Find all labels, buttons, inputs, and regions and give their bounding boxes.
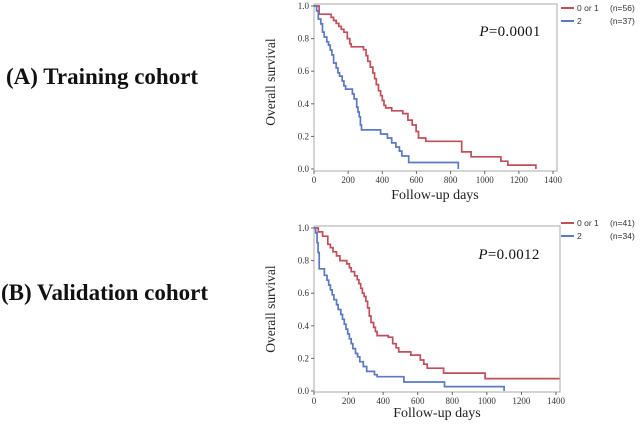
y-tick-label: 0.0: [298, 386, 310, 396]
y-tick-label: 0.6: [298, 288, 310, 298]
km-curve-score-2: [314, 227, 505, 391]
x-tick-label: 1000: [476, 175, 495, 185]
y-tick-label: 1.0: [298, 1, 310, 11]
legend-count: (n=37): [610, 16, 635, 27]
y-tick-label: 0.8: [298, 256, 310, 266]
y-tick-label: 0.4: [298, 321, 310, 331]
panel-b-heading: (B) Validation cohort: [1, 280, 209, 305]
p-number: =0.0001: [488, 24, 541, 40]
legend-item-risk-2: 2 (n=34): [561, 230, 640, 244]
x-tick-label: 600: [410, 175, 424, 185]
legend-line-red: [561, 221, 574, 224]
x-tick-label: 600: [411, 396, 425, 406]
y-tick-label: 0.4: [298, 99, 310, 109]
km-curve-score-0-1: [314, 227, 560, 380]
x-tick-label: 1200: [512, 396, 531, 406]
y-tick-label: 1.0: [298, 223, 310, 233]
y-axis-label: Overall survival: [263, 38, 278, 126]
legend-item-risk-2: 2 (n=37): [561, 15, 640, 29]
p-number: =0.0012: [487, 247, 540, 263]
legend-line-blue: [561, 20, 574, 23]
p-symbol: P: [479, 24, 489, 40]
legend-label: 2: [577, 16, 582, 27]
x-tick-label: 200: [341, 175, 355, 185]
x-tick-label: 200: [342, 396, 356, 406]
legend: 0 or 1 (n=41) 2 (n=34): [561, 216, 640, 243]
x-tick-label: 1200: [510, 175, 529, 185]
legend-count: (n=56): [610, 2, 635, 13]
p-symbol: P: [478, 247, 488, 263]
legend: 0 or 1 (n=56) 2 (n=37): [561, 1, 640, 28]
x-tick-label: 800: [446, 396, 460, 406]
x-tick-label: 0: [312, 175, 317, 185]
plot-frame: [313, 3, 558, 172]
legend-count: (n=34): [610, 231, 635, 242]
km-plot-validation: 1.0 0.8 0.6 0.4 0.2 0.00 200 400 600 800 1000 1200 1…: [298, 223, 566, 406]
km-curve-score-0-1: [314, 5, 537, 169]
y-tick-label: 0.2: [298, 131, 309, 141]
y-tick-label: 0.8: [298, 34, 310, 44]
y-axis-label: Overall survival: [263, 265, 278, 353]
plot-frame: [313, 225, 561, 393]
x-axis-label: Follow-up days: [393, 406, 481, 421]
panel-a-heading: (A) Training cohort: [6, 64, 199, 89]
legend-label: 2: [577, 231, 582, 242]
km-curve-score-2: [314, 5, 460, 169]
x-tick-label: 0: [312, 396, 317, 406]
p-value-annotation: P=0.0012: [459, 247, 559, 264]
y-tick-label: 0.2: [298, 353, 309, 363]
legend-item-risk-0-1: 0 or 1 (n=56): [561, 1, 640, 15]
x-tick-label: 1000: [478, 396, 497, 406]
x-tick-label: 400: [376, 175, 390, 185]
km-plot-training: 1.0 0.8 0.6 0.4 0.2 0.00 200 400 600 800 1000 1200 1…: [298, 1, 563, 185]
x-tick-label: 800: [444, 175, 458, 185]
x-tick-label: 400: [376, 396, 390, 406]
p-value-annotation: P=0.0001: [460, 24, 560, 41]
legend-label: 0 or 1: [577, 217, 599, 228]
validation-cohort-panel: 1.0 0.8 0.6 0.4 0.2 0.0 0 200 400 600 800 1000 1200 1…: [260, 215, 640, 430]
x-axis-label: Follow-up days: [391, 188, 479, 203]
legend-line-red: [561, 6, 574, 9]
legend-item-risk-0-1: 0 or 1 (n=41): [561, 216, 640, 230]
training-cohort-panel: 1.0 0.8 0.6 0.4 0.2 0.0 0 200 400 600 800 1000 1200 1…: [260, 0, 640, 213]
legend-label: 0 or 1: [577, 2, 599, 13]
legend-line-blue: [561, 235, 574, 238]
legend-count: (n=41): [610, 217, 635, 228]
x-tick-label: 1400: [547, 396, 566, 406]
x-tick-label: 1400: [544, 175, 563, 185]
y-tick-label: 0.6: [298, 66, 310, 76]
y-tick-label: 0.0: [298, 164, 310, 174]
